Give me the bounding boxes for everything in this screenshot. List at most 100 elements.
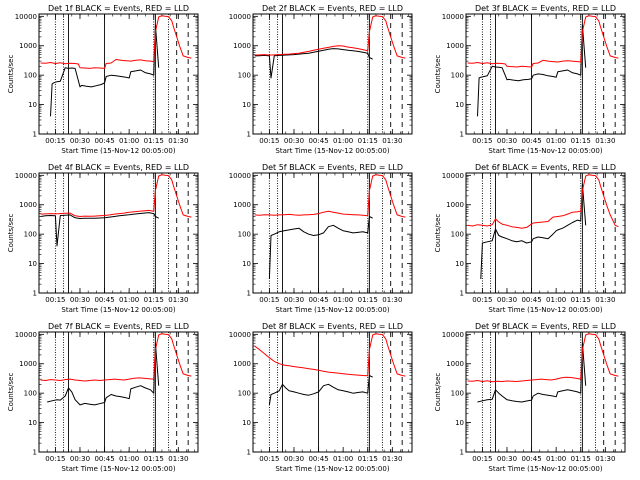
y-tick-label: 10000: [15, 13, 37, 21]
plot-frame: [38, 331, 199, 453]
x-tick-label: 00:15: [45, 455, 65, 463]
y-tick-label: 100: [451, 390, 464, 398]
x-tick-label: 01:30: [595, 137, 615, 145]
x-tick-label: 01:00: [119, 296, 139, 304]
y-axis-label: Counts/sec: [434, 55, 442, 94]
y-tick-label: 10000: [442, 13, 464, 21]
x-tick-label: 00:15: [45, 137, 65, 145]
x-tick-label: 00:30: [284, 137, 304, 145]
detector-panel-9: Det 9f BLACK = Events, RED = LLD Start Ti…: [434, 322, 626, 473]
y-tick-label: 10: [455, 260, 464, 268]
x-tick-label: 00:30: [284, 455, 304, 463]
detector-panel-3: Det 3f BLACK = Events, RED = LLD Start Ti…: [434, 4, 626, 155]
lld-series-line: [467, 174, 619, 229]
y-tick-label: 100: [24, 72, 37, 80]
y-tick-label: 1: [33, 290, 37, 298]
y-tick-label: 1000: [233, 42, 251, 50]
y-tick-label: 10000: [15, 172, 37, 180]
y-tick-label: 1000: [446, 42, 464, 50]
y-tick-label: 100: [451, 72, 464, 80]
y-tick-label: 1: [247, 290, 251, 298]
events-series-line: [477, 342, 587, 403]
y-tick-label: 1: [33, 131, 37, 139]
events-series-line: [477, 24, 587, 117]
x-tick-label: 01:00: [119, 455, 139, 463]
lld-series-line: [254, 333, 406, 377]
x-tick-label: 00:15: [472, 137, 492, 145]
y-tick-label: 100: [24, 231, 37, 239]
x-tick-label: 01:00: [546, 455, 566, 463]
x-tick-label: 00:45: [94, 455, 114, 463]
x-tick-label: 01:00: [546, 296, 566, 304]
events-series-line: [480, 183, 587, 280]
y-tick-label: 1: [460, 290, 464, 298]
lld-series-line: [40, 333, 192, 382]
y-tick-label: 100: [451, 231, 464, 239]
y-tick-label: 1000: [19, 360, 37, 368]
panel-title: Det 1f BLACK = Events, RED = LLD: [48, 4, 189, 13]
x-axis-label: Start Time (15-Nov-12 00:05:00): [488, 465, 602, 473]
detector-panel-4: Det 4f BLACK = Events, RED = LLD Start Ti…: [7, 163, 199, 314]
x-axis-label: Start Time (15-Nov-12 00:05:00): [275, 306, 389, 314]
y-tick-label: 10000: [229, 331, 251, 339]
x-tick-label: 01:00: [333, 296, 353, 304]
y-tick-label: 10000: [15, 331, 37, 339]
x-axis-label: Start Time (15-Nov-12 00:05:00): [488, 147, 602, 155]
y-tick-label: 10000: [229, 13, 251, 21]
x-tick-label: 00:30: [70, 137, 90, 145]
y-tick-label: 10: [242, 419, 251, 427]
x-tick-label: 01:15: [571, 296, 591, 304]
y-tick-label: 1: [33, 449, 37, 457]
x-tick-label: 00:45: [521, 455, 541, 463]
x-tick-label: 00:30: [70, 296, 90, 304]
x-tick-label: 01:00: [546, 137, 566, 145]
events-series-line: [50, 24, 160, 117]
x-tick-label: 01:30: [382, 296, 402, 304]
y-tick-label: 1000: [19, 42, 37, 50]
y-axis-label: Counts/sec: [7, 373, 15, 412]
x-tick-label: 00:45: [521, 296, 541, 304]
y-tick-label: 100: [238, 72, 251, 80]
x-axis-label: Start Time (15-Nov-12 00:05:00): [275, 147, 389, 155]
x-tick-label: 00:15: [45, 296, 65, 304]
lld-series-line: [40, 15, 192, 69]
lld-series-line: [467, 15, 619, 68]
x-tick-label: 01:30: [595, 455, 615, 463]
detector-panel-7: Det 7f BLACK = Events, RED = LLD Start Ti…: [7, 322, 199, 473]
x-tick-label: 00:45: [308, 137, 328, 145]
x-tick-label: 00:45: [308, 455, 328, 463]
detector-panel-5: Det 5f BLACK = Events, RED = LLD Start Ti…: [229, 163, 413, 314]
x-tick-label: 01:30: [595, 296, 615, 304]
x-tick-label: 00:30: [70, 455, 90, 463]
y-tick-label: 10000: [442, 331, 464, 339]
x-tick-label: 01:00: [119, 137, 139, 145]
y-tick-label: 1: [460, 131, 464, 139]
x-tick-label: 01:15: [144, 455, 164, 463]
events-series-line: [254, 48, 373, 79]
lld-series-line: [254, 174, 406, 218]
events-series-line: [47, 342, 160, 406]
panel-title: Det 6f BLACK = Events, RED = LLD: [475, 163, 616, 172]
x-tick-label: 01:15: [144, 296, 164, 304]
y-axis-label: Counts/sec: [434, 214, 442, 253]
y-tick-label: 1: [247, 449, 251, 457]
lld-series-line: [254, 15, 406, 59]
x-tick-label: 00:45: [521, 137, 541, 145]
x-tick-label: 01:30: [382, 455, 402, 463]
y-tick-label: 10: [242, 101, 251, 109]
x-tick-label: 00:30: [497, 455, 517, 463]
plot-frame: [465, 331, 626, 453]
detector-panel-8: Det 8f BLACK = Events, RED = LLD Start Ti…: [229, 322, 413, 473]
panel-title: Det 4f BLACK = Events, RED = LLD: [48, 163, 189, 172]
y-tick-label: 100: [238, 231, 251, 239]
detector-panel-1: Det 1f BLACK = Events, RED = LLD Start Ti…: [7, 4, 199, 155]
y-axis-label: Counts/sec: [7, 55, 15, 94]
x-tick-label: 00:30: [284, 296, 304, 304]
x-tick-label: 01:00: [333, 137, 353, 145]
plot-frame: [252, 172, 413, 294]
y-tick-label: 10000: [229, 172, 251, 180]
x-tick-label: 00:45: [94, 137, 114, 145]
y-tick-label: 10: [28, 419, 37, 427]
x-tick-label: 00:45: [308, 296, 328, 304]
